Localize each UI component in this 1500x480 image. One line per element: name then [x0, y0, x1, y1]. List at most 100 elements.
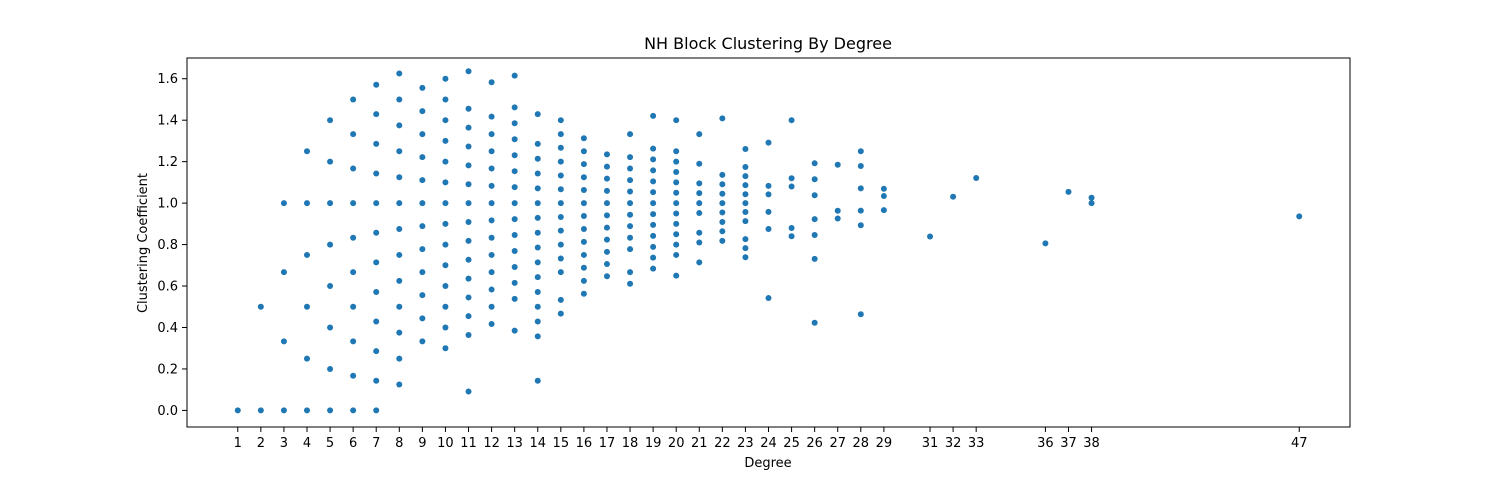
data-point — [580, 277, 587, 284]
data-point — [373, 377, 380, 384]
data-point — [511, 279, 518, 286]
data-point — [511, 327, 518, 334]
data-point — [742, 146, 749, 153]
data-point — [350, 407, 357, 414]
data-point — [880, 207, 887, 214]
data-point — [327, 241, 334, 248]
data-point — [534, 303, 541, 310]
y-tick-label: 1.2 — [157, 155, 178, 170]
data-point — [650, 156, 657, 163]
data-point — [765, 208, 772, 215]
data-point — [857, 148, 864, 155]
data-point — [396, 355, 403, 362]
data-point — [488, 286, 495, 293]
data-point — [234, 407, 241, 414]
y-tick-label: 1.0 — [157, 197, 178, 212]
data-point — [396, 329, 403, 336]
data-point — [627, 177, 634, 184]
data-point — [511, 248, 518, 254]
data-point — [627, 165, 634, 172]
data-point — [327, 283, 334, 290]
data-point — [373, 348, 380, 355]
data-point — [327, 158, 334, 165]
x-tick-label: 18 — [622, 436, 639, 451]
data-point — [350, 165, 357, 172]
x-tick-label: 29 — [876, 436, 893, 451]
data-point — [950, 193, 957, 200]
x-tick-label: 37 — [1060, 436, 1077, 451]
data-point — [442, 262, 449, 269]
data-point — [511, 120, 518, 127]
data-point — [557, 269, 564, 276]
data-point — [534, 185, 541, 192]
data-point — [650, 145, 657, 152]
data-point — [465, 275, 472, 282]
data-point — [511, 104, 518, 111]
x-tick-label: 1 — [234, 436, 242, 451]
data-point — [811, 216, 818, 223]
data-point — [627, 211, 634, 218]
x-tick-label: 22 — [714, 436, 731, 451]
data-point — [650, 200, 657, 207]
data-point — [303, 200, 310, 207]
data-point — [350, 303, 357, 310]
data-point — [465, 162, 472, 169]
data-point — [557, 186, 564, 193]
data-point — [442, 345, 449, 352]
data-point — [465, 105, 472, 112]
data-point — [465, 313, 472, 320]
data-point — [534, 229, 541, 236]
data-point — [811, 255, 818, 262]
data-point — [788, 224, 795, 231]
data-point — [696, 190, 703, 197]
data-point — [396, 70, 403, 77]
data-point — [534, 155, 541, 162]
data-point — [765, 226, 772, 233]
x-tick-label: 6 — [349, 436, 357, 451]
data-point — [696, 200, 703, 207]
data-point — [650, 221, 657, 228]
data-point — [696, 239, 703, 246]
data-point — [1088, 194, 1095, 201]
data-point — [673, 231, 680, 238]
data-point — [719, 200, 726, 207]
data-point — [419, 338, 426, 345]
data-point — [1088, 200, 1095, 207]
data-point — [673, 169, 680, 176]
data-point — [280, 338, 287, 345]
data-point — [580, 212, 587, 219]
y-tick-label: 0.4 — [157, 321, 178, 336]
x-tick-label: 13 — [506, 436, 523, 451]
data-point — [327, 324, 334, 331]
y-tick-label: 1.6 — [157, 72, 178, 87]
data-point — [280, 200, 287, 207]
data-point — [419, 108, 426, 115]
data-point — [834, 161, 841, 168]
x-axis: 1 2 3 4 5 6 7 8 9 10 11 12 13 14 15 16 17 18 19 20 21 22 23 24 2… — [234, 427, 1308, 451]
data-point — [511, 168, 518, 175]
data-point — [1296, 213, 1303, 220]
data-point — [511, 295, 518, 302]
data-point — [580, 174, 587, 181]
data-point — [373, 259, 380, 266]
data-point — [603, 273, 610, 280]
data-point — [557, 172, 564, 179]
data-point — [927, 233, 934, 240]
data-point — [580, 135, 587, 142]
x-tick-label: 47 — [1291, 436, 1308, 451]
x-tick-label: 20 — [668, 436, 685, 451]
data-point — [442, 241, 449, 248]
x-tick-label: 15 — [553, 436, 570, 451]
data-points — [234, 68, 1303, 414]
data-point — [788, 183, 795, 190]
data-point — [673, 251, 680, 258]
data-point — [396, 226, 403, 233]
data-point — [580, 148, 587, 155]
data-point — [673, 179, 680, 186]
x-tick-label: 8 — [395, 436, 403, 451]
data-point — [834, 207, 841, 214]
data-point — [373, 81, 380, 88]
data-point — [696, 131, 703, 138]
data-point — [696, 210, 703, 217]
